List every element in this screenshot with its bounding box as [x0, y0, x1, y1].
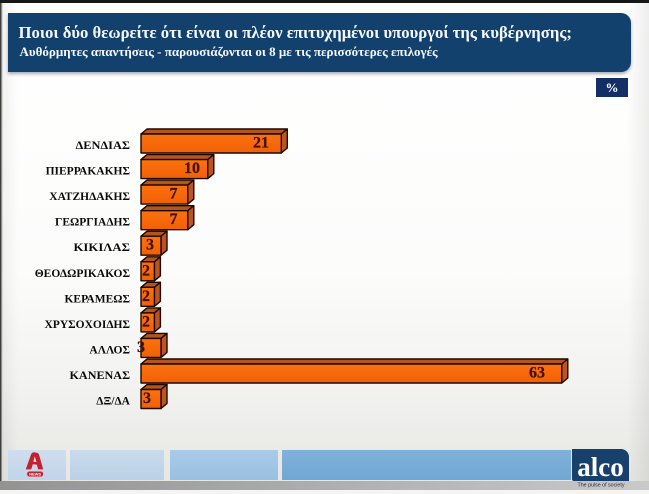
svg-text:7: 7	[170, 186, 178, 203]
svg-text:ΘΕΟΔΩΡΙΚΑΚΟΣ: ΘΕΟΔΩΡΙΚΑΚΟΣ	[35, 268, 130, 280]
svg-text:3: 3	[137, 339, 145, 356]
svg-text:7: 7	[170, 211, 178, 228]
svg-text:2: 2	[142, 288, 150, 305]
svg-text:ΧΡΥΣΟΧΟΙΔΗΣ: ΧΡΥΣΟΧΟΙΔΗΣ	[45, 319, 131, 331]
svg-text:ΓΕΩΡΓΙΑΔΗΣ: ΓΕΩΡΓΙΑΔΗΣ	[55, 217, 130, 229]
svg-text:NEWS: NEWS	[29, 472, 41, 477]
svg-text:ΑΛΛΟΣ: ΑΛΛΟΣ	[89, 344, 130, 356]
svg-text:ΔΕΝΔΙΑΣ: ΔΕΝΔΙΑΣ	[76, 140, 131, 152]
svg-text:2: 2	[142, 313, 150, 330]
svg-text:ΚΕΡΑΜΕΩΣ: ΚΕΡΑΜΕΩΣ	[64, 293, 130, 305]
svg-text:ΠΙΕΡΡΑΚΑΚΗΣ: ΠΙΕΡΡΑΚΑΚΗΣ	[46, 166, 130, 178]
svg-text:63: 63	[529, 365, 545, 382]
svg-text:21: 21	[253, 135, 269, 152]
svg-text:3: 3	[143, 390, 151, 407]
svg-text:ΚΙΚΙΛΑΣ: ΚΙΚΙΛΑΣ	[74, 242, 131, 254]
svg-text:ΔΞ/ΔΑ: ΔΞ/ΔΑ	[96, 396, 130, 408]
svg-text:3: 3	[146, 237, 154, 254]
svg-text:10: 10	[184, 160, 200, 177]
svg-text:ΚΑΝΕΝΑΣ: ΚΑΝΕΝΑΣ	[70, 370, 131, 382]
svg-text:ΧΑΤΖΗΔΑΚΗΣ: ΧΑΤΖΗΔΑΚΗΣ	[49, 191, 130, 203]
svg-text:2: 2	[142, 262, 150, 279]
